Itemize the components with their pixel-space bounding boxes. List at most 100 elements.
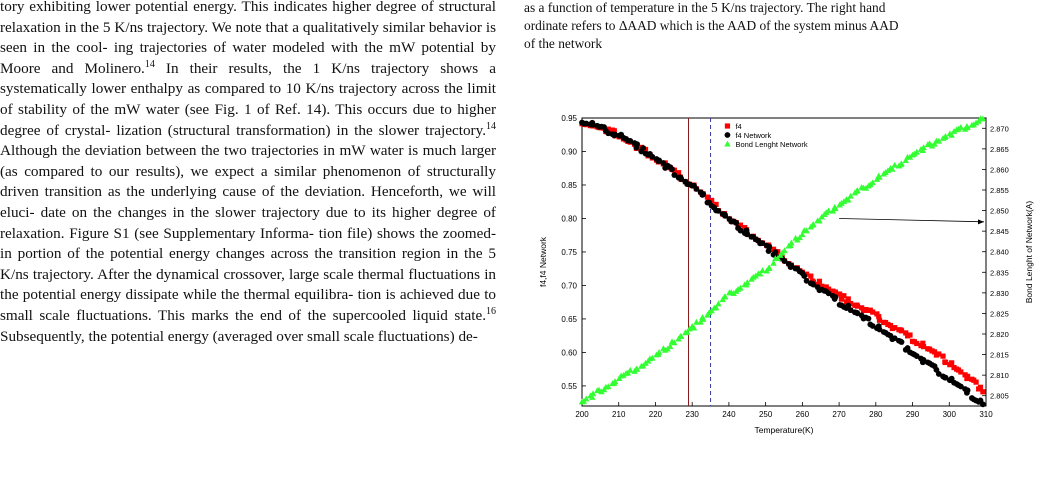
series-point-triangle — [744, 279, 751, 286]
series-point-square — [838, 296, 845, 302]
y2-tick-label: 2.820 — [990, 330, 1009, 339]
y-tick-label: 0.95 — [561, 114, 577, 123]
series-point-triangle — [611, 378, 619, 385]
series-point-circle — [979, 401, 986, 408]
series-point-circle — [810, 281, 817, 288]
series-point-triangle — [781, 247, 788, 254]
series-point-square — [965, 373, 971, 379]
series-point-circle — [832, 294, 839, 301]
series-point-circle — [678, 176, 685, 182]
series-point-square — [832, 289, 839, 295]
series-point-square — [870, 309, 876, 315]
series-point-circle — [766, 244, 773, 250]
series-point-square — [713, 201, 719, 207]
x-tick-label: 270 — [832, 410, 846, 419]
y2-tick-label: 2.830 — [990, 289, 1009, 298]
legend-label: f4 — [735, 122, 741, 131]
x-tick-label: 290 — [906, 410, 920, 419]
series-point-triangle — [666, 343, 674, 349]
series-point-triangle — [942, 133, 949, 140]
series-point-square — [876, 314, 882, 320]
series-point-square — [874, 311, 880, 317]
text-line: date on the changes in the slower trajec… — [40, 203, 431, 221]
series-point-square — [843, 299, 850, 305]
text-line: ing trajectories of water modeled with t… — [113, 39, 496, 57]
text-line: shows a systematically lower enthalpy as… — [0, 59, 496, 98]
series-point-triangle — [589, 390, 597, 397]
series-point-circle — [876, 326, 883, 333]
series-point-triangle — [690, 324, 698, 331]
series-point-square — [958, 369, 964, 375]
series-point-triangle — [770, 259, 777, 266]
series-point-triangle — [799, 231, 806, 238]
series-point-circle — [825, 290, 832, 297]
y2-tick-label: 2.805 — [990, 392, 1009, 401]
series-point-circle — [964, 387, 971, 394]
x-tick-label: 210 — [612, 410, 626, 419]
scatter-chart: 200 210 220 230 240 250 260 270 280 290 300 310 0.55… — [538, 114, 1034, 435]
text-line: In their results, the 1 K/ns trajectory — [165, 59, 430, 77]
series-point-square — [914, 340, 920, 347]
series-point-triangle — [684, 328, 691, 335]
y2-tick-label: 2.865 — [990, 145, 1009, 154]
series-point-square — [903, 330, 909, 336]
series-point-triangle — [825, 207, 832, 214]
series-point-triangle — [854, 187, 861, 194]
x-tick-label: 260 — [796, 410, 810, 419]
text-line: underlying cause of the deviation. Hence… — [0, 183, 496, 221]
series-point-triangle — [649, 354, 656, 361]
series-point-circle — [640, 145, 647, 151]
citation-ref: 14 — [144, 58, 155, 70]
series-point-triangle — [876, 173, 883, 180]
series-point-circle — [898, 339, 905, 345]
plot-frame — [581, 117, 987, 407]
series-point-triangle — [920, 144, 927, 150]
x-tick-label: 300 — [943, 410, 957, 419]
series-point-circle — [700, 191, 707, 197]
series-point-square — [920, 344, 927, 350]
series-point-square — [837, 291, 843, 297]
series-point-circle — [693, 186, 700, 192]
series-point-triangle — [979, 115, 987, 122]
y-tick-label: 0.60 — [561, 348, 577, 357]
series-point-triangle — [964, 124, 971, 131]
text-line: degree of structural relaxation in the 5… — [0, 0, 496, 36]
caption-text: which is the AAD of the system minus AAD — [656, 18, 899, 34]
series-point-triangle — [633, 365, 641, 372]
series-point-triangle — [913, 148, 920, 155]
series-point-triangle — [803, 227, 810, 234]
series-point-square — [931, 349, 938, 355]
series-point-square — [920, 340, 926, 346]
series-point-circle — [942, 374, 949, 381]
series-point-triangle — [950, 127, 958, 134]
text-line: changes across the transition region in … — [0, 245, 496, 283]
series-point-triangle — [605, 383, 612, 390]
text-line: potential energy (averaged over small sc… — [110, 327, 478, 345]
y2-tick-label: 2.855 — [990, 186, 1009, 195]
series-point-triangle — [627, 366, 634, 373]
series-point-triangle — [737, 284, 744, 291]
series-point-circle — [891, 335, 898, 342]
y-tick-label: 0.70 — [561, 281, 577, 290]
series-point-circle — [715, 207, 722, 214]
series-point-circle — [935, 371, 942, 377]
y2-tick-label: 2.870 — [990, 124, 1009, 133]
series-point-square — [980, 389, 986, 395]
series-point-triangle — [847, 192, 854, 199]
series-point-circle — [737, 227, 744, 234]
series-point-circle — [671, 172, 678, 178]
series-point-triangle — [869, 179, 876, 186]
series-point-circle — [781, 258, 788, 264]
y2-tick-label: 2.860 — [990, 165, 1009, 174]
text-line: note that a qualitatively similar behavi… — [0, 18, 496, 57]
body-paragraph: tory exhibiting lower potential energy. … — [0, 0, 496, 347]
series-point-square — [854, 303, 861, 309]
series-point-circle — [759, 240, 766, 247]
series-point-square — [704, 194, 711, 200]
y2-tick-label: 2.835 — [990, 268, 1009, 277]
y2-axis-label: Bond Lenght of Network(A) — [1024, 201, 1034, 304]
y-tick-label: 0.85 — [561, 181, 577, 190]
text-line: trajectory across the limit of stability… — [0, 80, 496, 118]
x-axis-label: Temperature(K) — [754, 425, 813, 435]
series-point-circle — [733, 219, 740, 226]
